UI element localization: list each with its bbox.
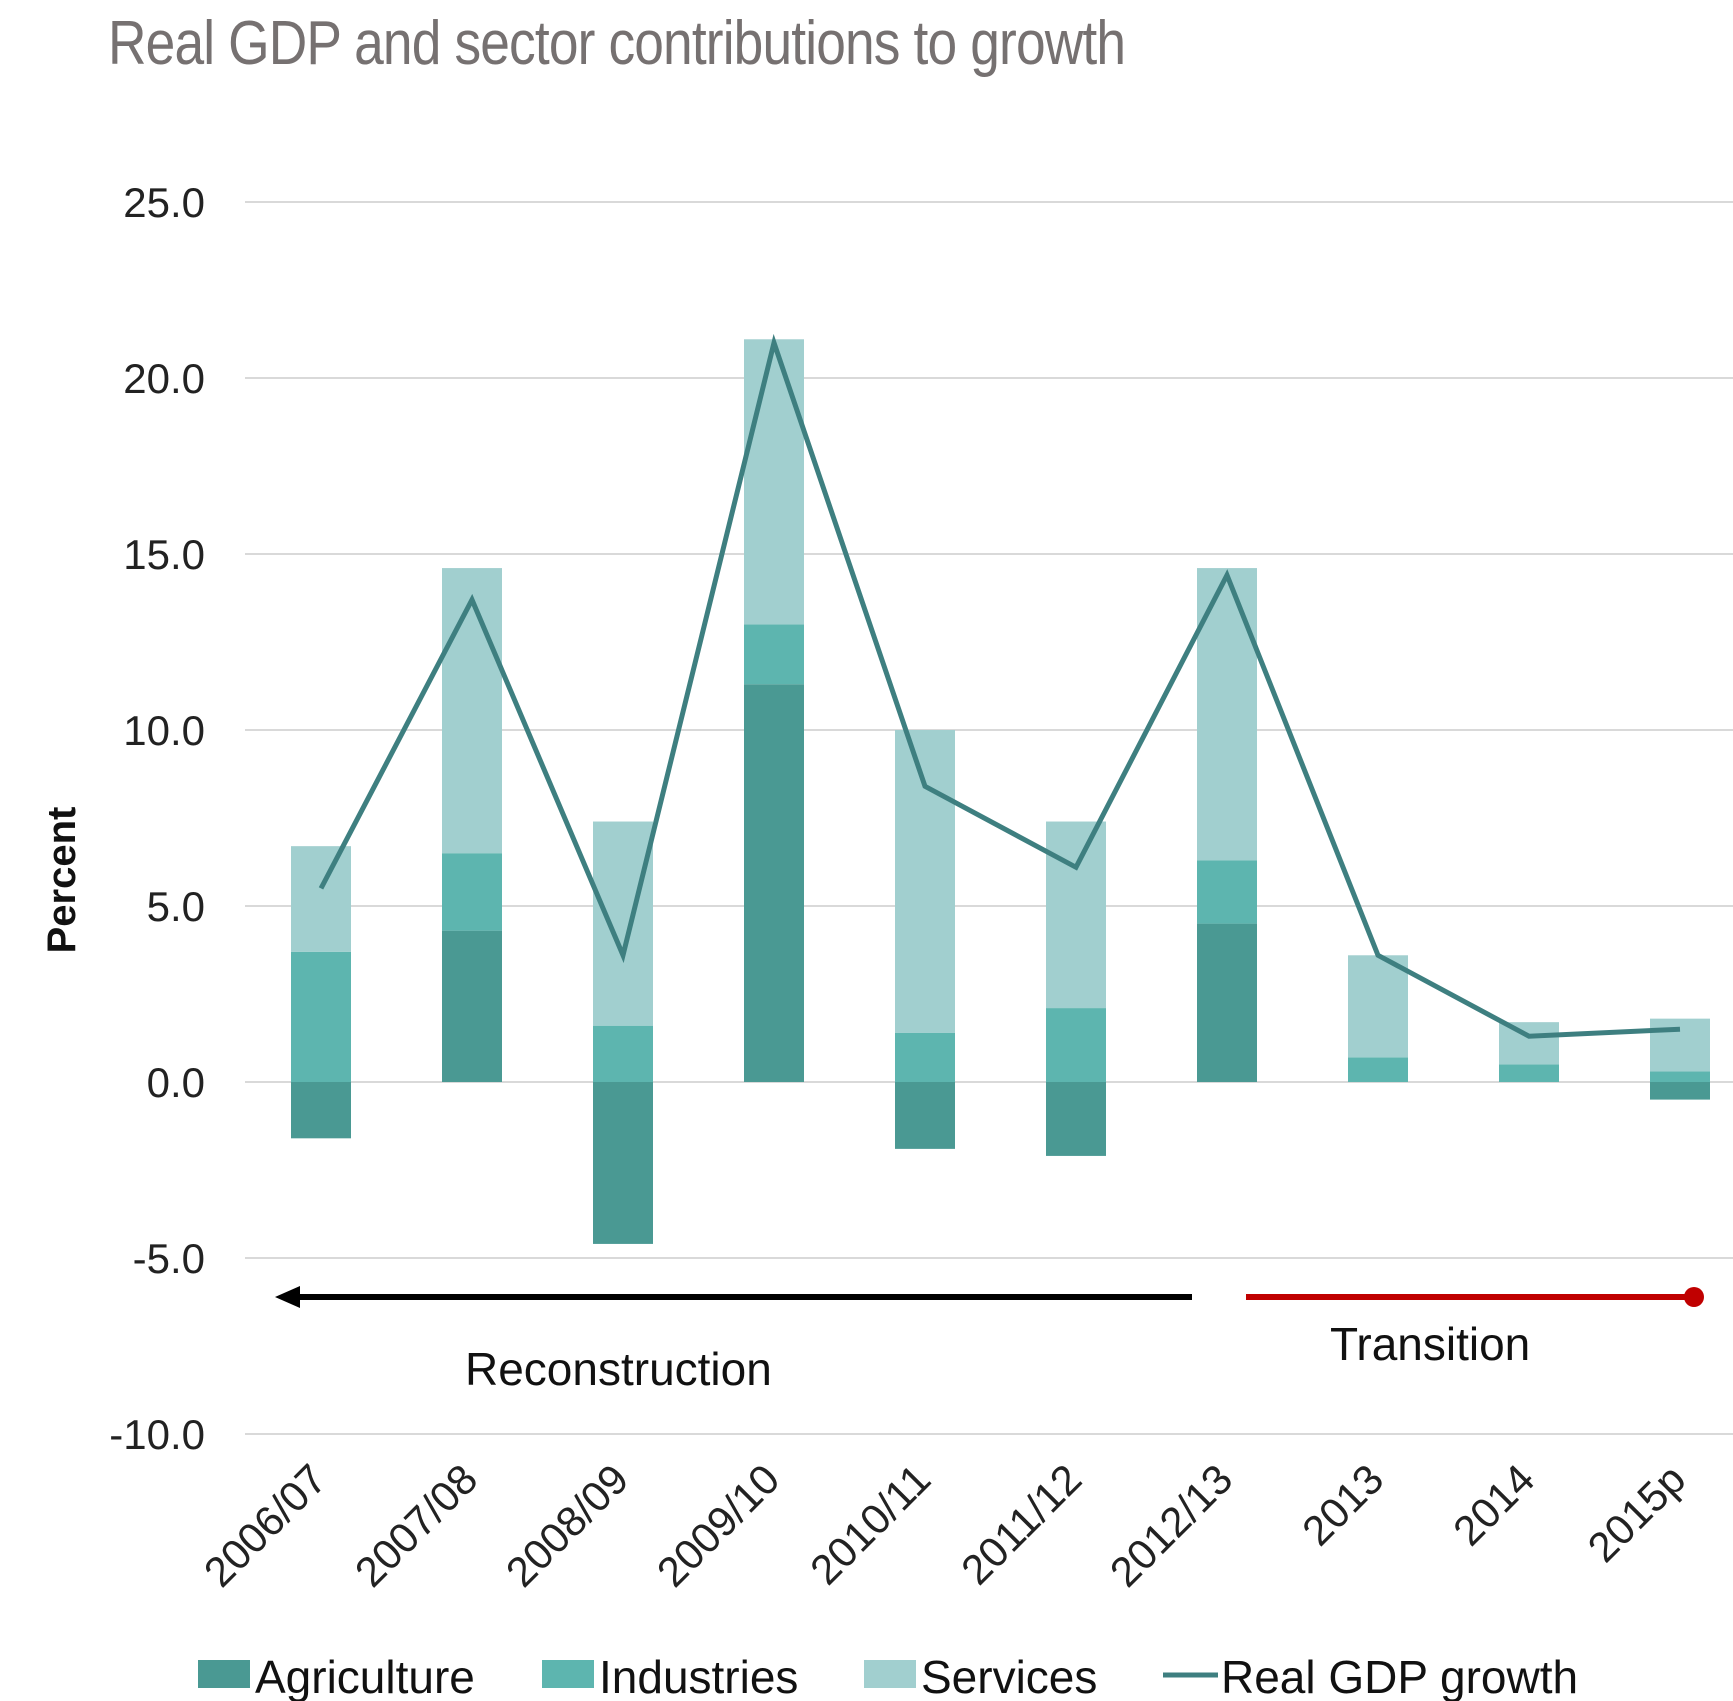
bar-agriculture-2011-12	[1046, 1082, 1106, 1156]
y-tick-label: 20.0	[123, 355, 205, 402]
bar-agriculture-2015p	[1650, 1082, 1710, 1100]
bar-services-2010-11	[895, 730, 955, 1033]
bar-industries-2007-08	[442, 853, 502, 931]
y-tick-label: -10.0	[109, 1411, 205, 1458]
bar-industries-2011-12	[1046, 1008, 1106, 1082]
bar-services-2006-07	[291, 846, 351, 952]
legend-swatch-services	[864, 1660, 916, 1688]
y-tick-labels: 25.0 20.0 15.0 10.0 5.0 0.0 -5.0 -10.0	[109, 179, 205, 1458]
transition-label: Transition	[1330, 1318, 1530, 1370]
reconstruction-arrow-head	[275, 1286, 300, 1308]
bar-industries-2006-07	[291, 951, 351, 1082]
bar-services-2014	[1499, 1022, 1559, 1065]
bar-industries-2010-11	[895, 1032, 955, 1082]
reconstruction-label: Reconstruction	[465, 1343, 772, 1395]
x-tick-label: 2014	[1444, 1455, 1543, 1554]
bar-services-2015p	[1650, 1018, 1710, 1072]
y-tick-label: 5.0	[147, 883, 205, 930]
legend: Agriculture Industries Services Real GDP…	[198, 1651, 1578, 1701]
chart-title: Real GDP and sector contributions to gro…	[108, 9, 1126, 78]
bar-industries-2015p	[1650, 1071, 1710, 1082]
x-tick-label: 2007/08	[346, 1455, 487, 1596]
bar-services-2009-10	[744, 339, 804, 625]
bar-industries-2008-09	[593, 1025, 653, 1082]
gdp-line	[318, 333, 1681, 1039]
x-tick-label: 2006/07	[195, 1455, 336, 1596]
y-tick-label: 25.0	[123, 179, 205, 226]
x-tick-labels: 2006/07 2007/08 2008/09 2009/10 2010/11 2011/…	[195, 1455, 1695, 1596]
x-tick-label: 2008/09	[497, 1455, 638, 1596]
legend-swatch-industries	[542, 1660, 594, 1688]
legend-swatch-agriculture	[198, 1660, 250, 1688]
legend-label-industries: Industries	[599, 1651, 798, 1701]
bar-agriculture-2009-10	[744, 684, 804, 1082]
x-tick-label: 2011/12	[952, 1455, 1090, 1593]
legend-label-services: Services	[921, 1651, 1097, 1701]
y-tick-label: 0.0	[147, 1059, 205, 1106]
x-tick-label: 2013	[1293, 1455, 1392, 1554]
bar-agriculture-2012-13	[1197, 923, 1257, 1082]
annotations: Reconstruction Transition	[275, 1286, 1704, 1395]
legend-label-agriculture: Agriculture	[255, 1651, 475, 1701]
bar-agriculture-2008-09	[593, 1082, 653, 1244]
bars	[291, 339, 1710, 1244]
bar-industries-2013	[1348, 1057, 1408, 1082]
bar-agriculture-2006-07	[291, 1082, 351, 1139]
x-tick-label: 2010/11	[801, 1455, 939, 1593]
y-axis-label: Percent	[40, 807, 84, 954]
y-tick-label: 15.0	[123, 531, 205, 578]
bar-industries-2012-13	[1197, 860, 1257, 924]
bar-services-2008-09	[593, 821, 653, 1026]
bar-agriculture-2010-11	[895, 1082, 955, 1149]
y-tick-label: 10.0	[123, 707, 205, 754]
bar-services-2011-12	[1046, 821, 1106, 1009]
x-tick-label: 2012/13	[1101, 1455, 1242, 1596]
bar-industries-2009-10	[744, 624, 804, 685]
transition-arrow-dot	[1684, 1287, 1704, 1307]
x-tick-label: 2015p	[1579, 1455, 1695, 1571]
bar-agriculture-2007-08	[442, 930, 502, 1082]
gdp-growth-line	[318, 333, 1681, 1039]
bar-services-2013	[1348, 955, 1408, 1058]
bar-industries-2014	[1499, 1064, 1559, 1082]
x-tick-label: 2009/10	[648, 1455, 789, 1596]
legend-label-gdp-growth: Real GDP growth	[1221, 1651, 1578, 1701]
y-tick-label: -5.0	[133, 1235, 205, 1282]
bar-services-2007-08	[442, 568, 502, 854]
